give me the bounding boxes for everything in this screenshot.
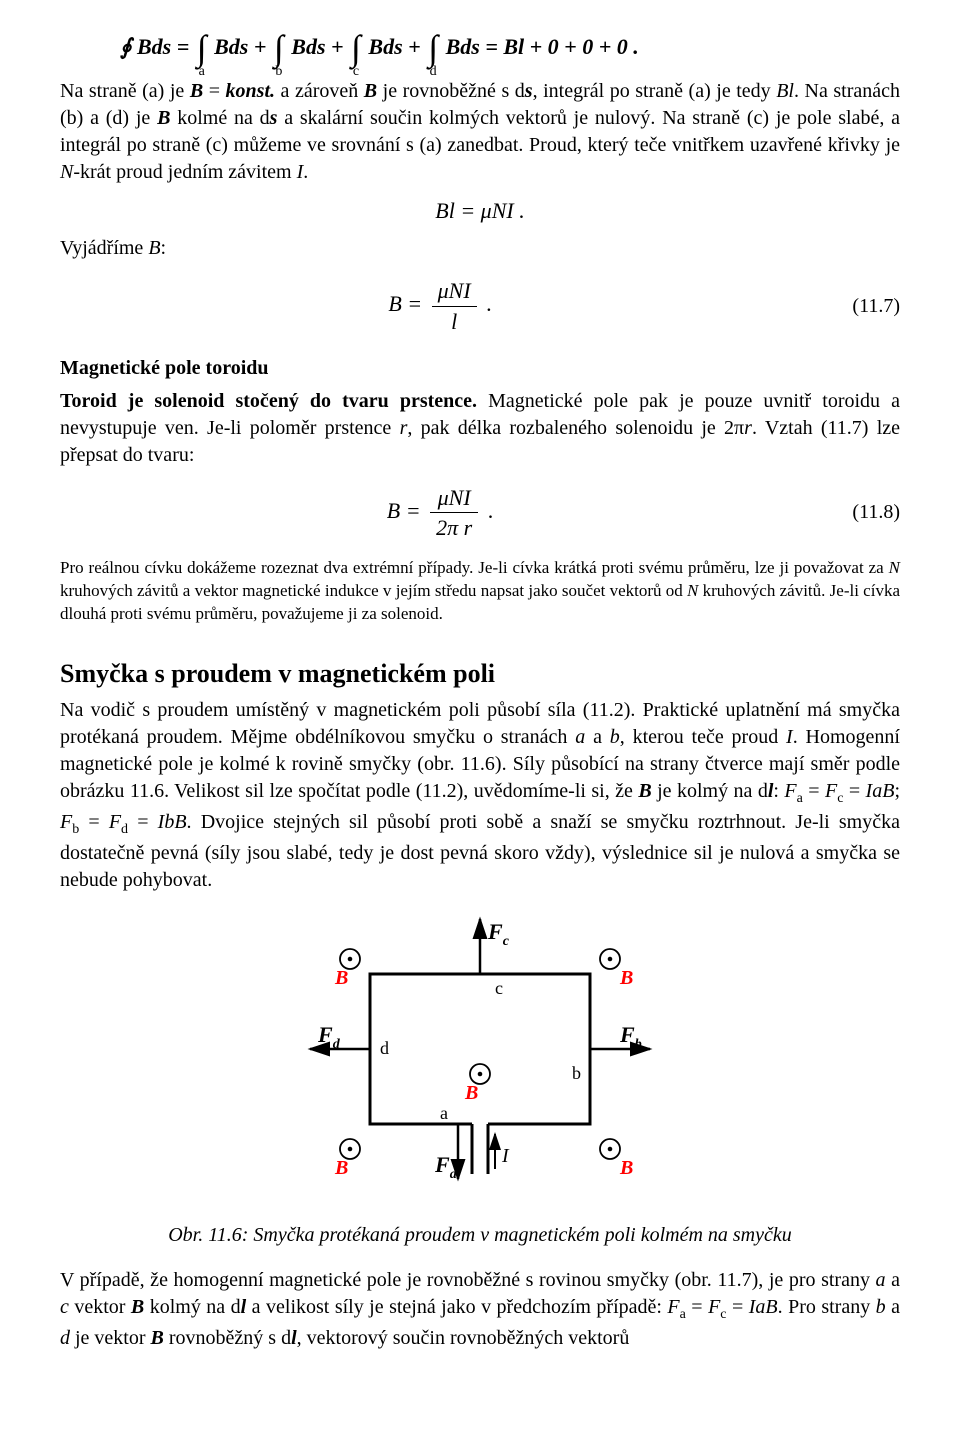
heading-toroid: Magnetické pole toroidu [60, 355, 900, 382]
para-1: Na straně (a) je B = konst. a zároveň B … [60, 78, 900, 186]
bds-a: Bds + [214, 34, 266, 59]
int-d: ∫ d [428, 30, 438, 68]
bds-b: Bds + [291, 34, 343, 59]
svg-text:b: b [572, 1063, 581, 1083]
svg-text:B: B [464, 1082, 478, 1104]
eq-circulation: ∮ Bds = ∫ a Bds + ∫ b Bds + ∫ c Bds + ∫ … [120, 30, 900, 68]
eq-bl-muni: Bl = μNI . [60, 196, 900, 226]
para-5: V případě, že homogenní magnetické pole … [60, 1267, 900, 1352]
svg-text:B: B [619, 1157, 633, 1179]
svg-text:Fc: Fc [487, 919, 510, 949]
bds-c: Bds + [368, 34, 420, 59]
eq-num-11-7: (11.7) [820, 293, 900, 320]
figure-11-6: I Fc c Fa a Fd d Fb b B B B B B [60, 904, 900, 1214]
eq-lhs: ∮ Bds = [120, 34, 189, 59]
para-3: Pro reálnou cívku dokážeme rozeznat dva … [60, 557, 900, 626]
svg-text:a: a [440, 1103, 448, 1123]
eq-11-7: B = μNIl . (11.7) [60, 276, 900, 336]
para-vyj: Vyjádříme B: [60, 235, 900, 262]
svg-text:Fd: Fd [317, 1022, 341, 1052]
int-b: ∫ b [274, 30, 284, 68]
svg-text:Fa: Fa [434, 1152, 457, 1182]
eq-tail: Bds = Bl + 0 + 0 + 0 . [446, 34, 639, 59]
loop-diagram: I Fc c Fa a Fd d Fb b B B B B B [240, 904, 720, 1214]
svg-text:c: c [495, 978, 503, 998]
svg-text:B: B [334, 1157, 348, 1179]
para-2: Toroid je solenoid stočený do tvaru prst… [60, 388, 900, 469]
svg-text:Fb: Fb [619, 1022, 642, 1052]
svg-text:d: d [380, 1038, 389, 1058]
eq-11-8: B = μNI2π r . (11.8) [60, 483, 900, 543]
svg-text:B: B [334, 967, 348, 989]
heading-loop: Smyčka s proudem v magnetickém poli [60, 656, 900, 691]
int-c: ∫ c [351, 30, 361, 68]
svg-text:I: I [501, 1145, 510, 1167]
figure-caption: Obr. 11.6: Smyčka protékaná proudem v ma… [60, 1222, 900, 1249]
int-a: ∫ a [197, 30, 207, 68]
para-4: Na vodič s proudem umístěný v magnetické… [60, 697, 900, 894]
eq-num-11-8: (11.8) [820, 499, 900, 526]
svg-text:B: B [619, 967, 633, 989]
